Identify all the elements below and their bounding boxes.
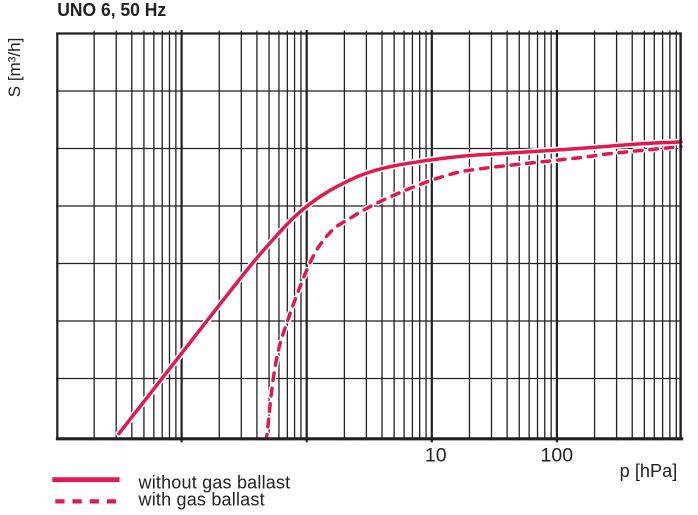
svg-text:with gas ballast: with gas ballast [138, 489, 265, 509]
svg-text:p [hPa]: p [hPa] [620, 461, 678, 481]
svg-text:UNO 6, 50 Hz: UNO 6, 50 Hz [57, 0, 166, 20]
svg-text:S [m³/h]: S [m³/h] [5, 38, 24, 98]
svg-text:10: 10 [425, 445, 447, 467]
svg-text:without gas ballast: without gas ballast [138, 472, 291, 492]
svg-text:100: 100 [541, 445, 574, 467]
